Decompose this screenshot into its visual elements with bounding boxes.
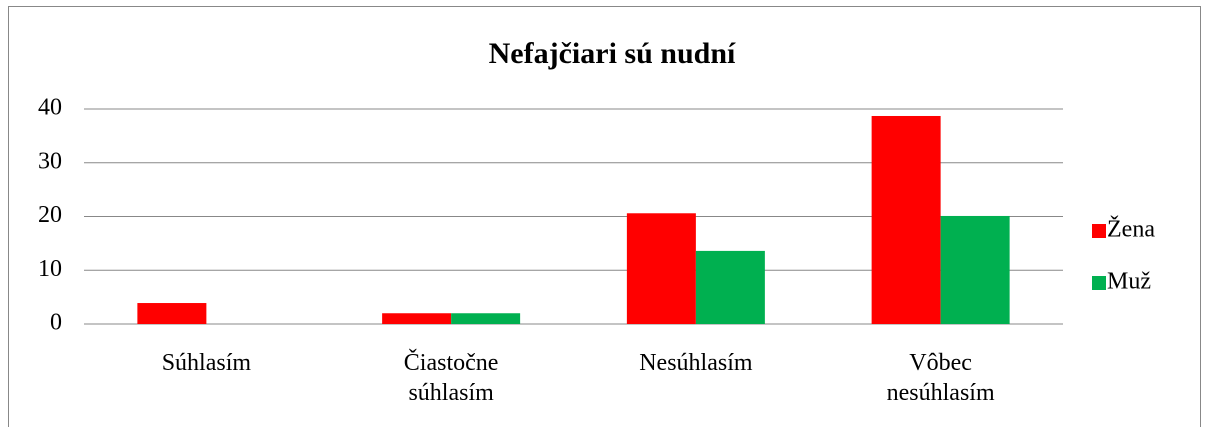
bar (137, 303, 207, 324)
legend-label: Muž (1107, 269, 1151, 295)
x-tick-label: Nesúhlasím (639, 350, 753, 376)
chart-title: Nefajčiari sú nudní (489, 37, 736, 70)
x-tick-label: Čiastočne súhlasím (403, 350, 499, 406)
y-tick-label: 10 (38, 256, 62, 282)
y-tick-label: 30 (38, 148, 62, 174)
legend-swatch (1092, 224, 1106, 238)
bar (382, 313, 452, 324)
y-tick-label: 0 (50, 310, 62, 336)
bar (871, 115, 941, 324)
y-tick-label: 40 (38, 95, 62, 121)
x-tick-label: Súhlasím (161, 350, 252, 376)
y-tick-label: 20 (38, 202, 62, 228)
legend-swatch (1092, 276, 1106, 290)
chart-frame (8, 6, 1201, 427)
bar (451, 313, 521, 324)
bar (626, 213, 696, 324)
bar (940, 215, 1010, 324)
x-tick-label: Vôbec nesúhlasím (886, 350, 995, 406)
bar (695, 250, 765, 324)
legend-label: Žena (1107, 217, 1155, 243)
